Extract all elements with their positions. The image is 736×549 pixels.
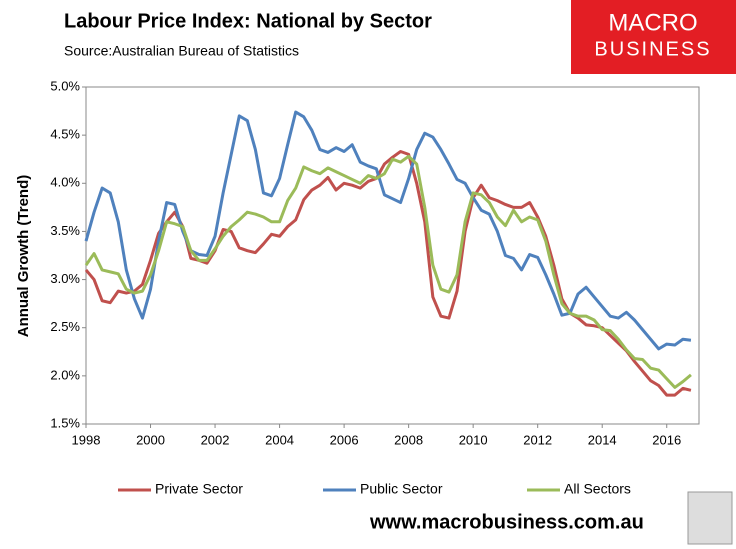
y-tick-label: 5.0% — [50, 78, 80, 93]
y-tick-label: 2.5% — [50, 319, 80, 334]
y-axis-label: Annual Growth (Trend) — [15, 175, 32, 338]
x-tick-label: 2000 — [136, 432, 165, 447]
series-line — [84, 154, 692, 389]
y-tick-label: 2.0% — [50, 367, 80, 382]
y-tick-label: 1.5% — [50, 415, 80, 430]
logo-box — [571, 0, 736, 74]
chart-title: Labour Price Index: National by Sector — [64, 10, 432, 32]
chart-subtitle: Source:Australian Bureau of Statistics — [64, 43, 299, 59]
legend-label: Private Sector — [155, 481, 243, 497]
legend-label: Public Sector — [360, 481, 443, 497]
logo-text: MACRO — [608, 9, 697, 36]
logo-text: BUSINESS — [594, 38, 711, 60]
x-tick-label: 2004 — [265, 432, 294, 447]
plot-frame — [85, 86, 700, 425]
x-tick-label: 2002 — [201, 432, 230, 447]
x-tick-label: 2016 — [652, 432, 681, 447]
y-tick-label: 4.5% — [50, 127, 80, 142]
y-tick-label: 3.0% — [50, 271, 80, 286]
x-tick-label: 2010 — [459, 432, 488, 447]
x-tick-label: 2014 — [588, 432, 617, 447]
x-tick-label: 1998 — [72, 432, 101, 447]
x-tick-label: 2006 — [330, 432, 359, 447]
series-line — [84, 110, 692, 351]
y-tick-label: 4.0% — [50, 175, 80, 190]
y-tick-label: 3.5% — [50, 223, 80, 238]
x-tick-label: 2012 — [523, 432, 552, 447]
x-tick-label: 2008 — [394, 432, 423, 447]
wolf-logo — [687, 491, 733, 545]
website: www.macrobusiness.com.au — [369, 511, 644, 533]
series-line — [84, 150, 692, 397]
legend-label: All Sectors — [564, 481, 631, 497]
